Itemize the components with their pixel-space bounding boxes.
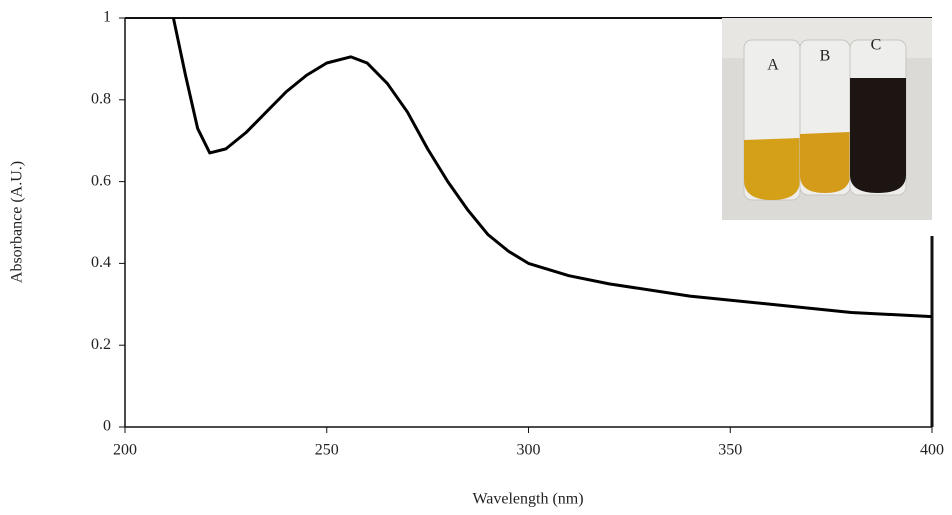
y-axis-label: Absorbance (A.U.) xyxy=(9,161,26,283)
inset-photo xyxy=(722,18,932,220)
x-tick-label: 400 xyxy=(920,442,944,459)
annotation: A xyxy=(767,57,779,74)
x-tick-label: 350 xyxy=(718,442,742,459)
y-tick-label: 0.6 xyxy=(91,172,111,189)
x-axis-label: Wavelength (nm) xyxy=(472,491,583,508)
y-tick-label: 0.2 xyxy=(91,336,111,353)
y-tick-label: 0.4 xyxy=(91,254,111,271)
x-tick-label: 200 xyxy=(113,442,137,459)
y-tick-label: 1 xyxy=(103,9,111,26)
liquid xyxy=(850,78,906,193)
liquid xyxy=(800,132,850,193)
y-tick-label: 0.8 xyxy=(91,90,111,107)
x-tick-label: 250 xyxy=(315,442,339,459)
x-tick-label: 300 xyxy=(517,442,541,459)
y-tick-label: 0 xyxy=(103,418,111,435)
data-line xyxy=(171,17,933,319)
annotation: B xyxy=(820,48,831,65)
liquid xyxy=(744,138,800,200)
annotation: C xyxy=(871,37,882,54)
